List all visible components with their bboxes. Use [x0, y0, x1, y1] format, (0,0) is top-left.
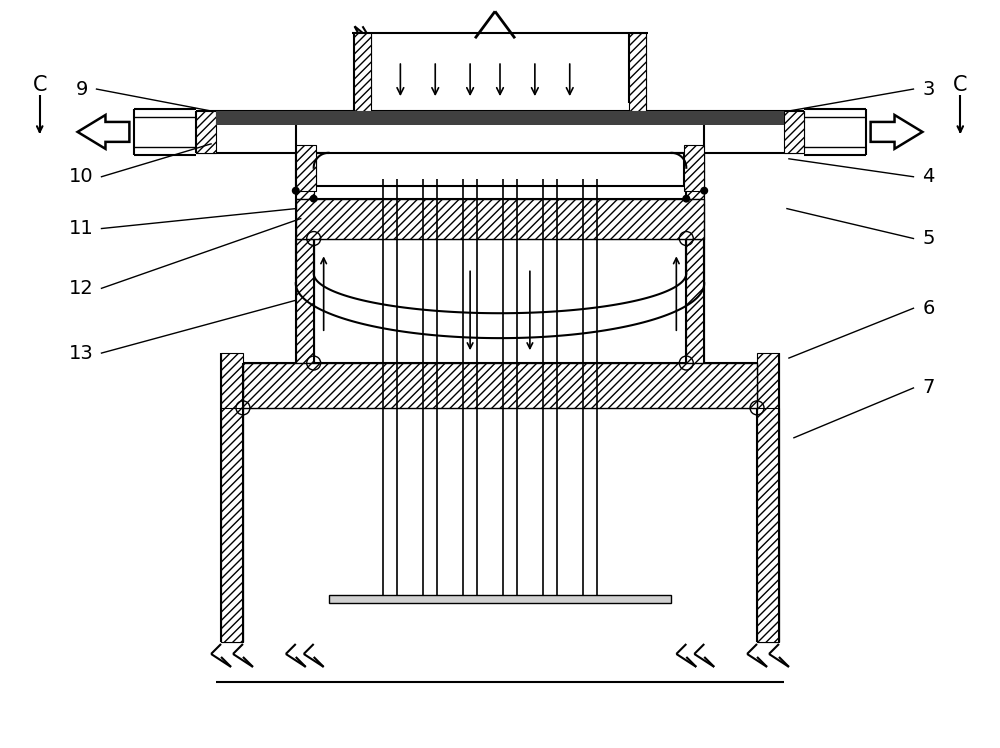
Bar [354, 33, 371, 111]
Bar [296, 153, 314, 199]
Circle shape [292, 187, 300, 194]
Bar [243, 363, 757, 408]
Bar [684, 145, 704, 191]
FancyArrow shape [871, 115, 922, 149]
Text: C: C [953, 75, 968, 95]
Text: 13: 13 [69, 343, 94, 363]
FancyArrow shape [78, 115, 129, 149]
Bar [296, 145, 316, 191]
Bar [196, 111, 216, 153]
Text: C: C [32, 75, 47, 95]
Circle shape [700, 187, 708, 194]
Text: 6: 6 [922, 298, 935, 318]
Text: 10: 10 [69, 168, 94, 186]
Text: 9: 9 [75, 79, 88, 99]
Circle shape [310, 194, 318, 203]
Text: 7: 7 [922, 378, 935, 397]
Text: 4: 4 [922, 168, 935, 186]
Bar [784, 111, 804, 153]
Text: 12: 12 [69, 279, 94, 298]
Bar [216, 111, 784, 125]
Bar [686, 239, 704, 363]
Bar [757, 408, 779, 642]
Bar [221, 353, 243, 642]
Bar [296, 239, 314, 363]
Bar [296, 199, 704, 239]
Text: 11: 11 [69, 219, 94, 238]
Bar [221, 408, 243, 642]
Text: 3: 3 [922, 79, 935, 99]
Bar [686, 153, 704, 199]
Circle shape [682, 194, 690, 203]
Text: 5: 5 [922, 229, 935, 248]
Bar [329, 595, 671, 603]
Bar [629, 33, 646, 111]
Bar [757, 353, 779, 642]
